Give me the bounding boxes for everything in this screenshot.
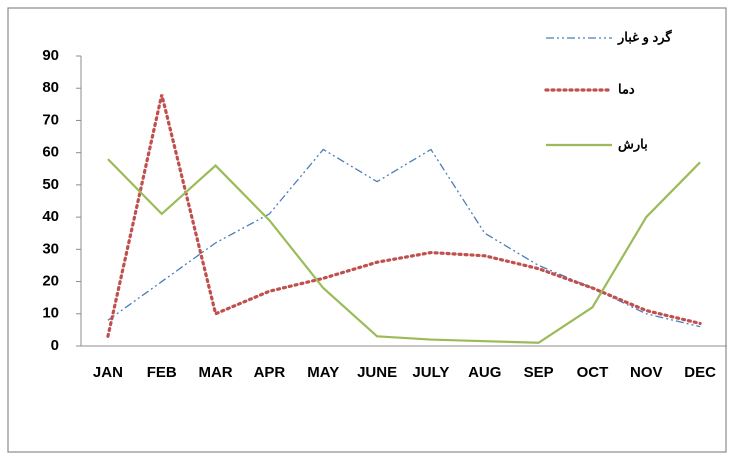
- y-tick-label: 80: [42, 79, 59, 96]
- y-tick-label: 50: [42, 176, 59, 193]
- legend-label: گرد و غبار: [617, 28, 672, 45]
- x-tick-label: OCT: [577, 364, 609, 381]
- x-tick-label: JULY: [412, 364, 449, 381]
- y-tick-label: 90: [42, 47, 59, 64]
- y-tick-label: 70: [42, 111, 59, 128]
- y-tick-label: 10: [42, 305, 59, 322]
- x-tick-label: JUNE: [357, 364, 397, 381]
- x-tick-label: DEC: [684, 364, 716, 381]
- y-tick-label: 20: [42, 273, 59, 290]
- x-tick-label: APR: [254, 364, 286, 381]
- legend-label: بارش: [618, 136, 648, 152]
- chart-frame: [8, 8, 726, 452]
- x-tick-label: AUG: [468, 364, 501, 381]
- x-tick-label: FEB: [147, 364, 177, 381]
- y-tick-label: 40: [42, 208, 59, 225]
- x-tick-label: JAN: [93, 364, 123, 381]
- legend-label: دما: [618, 81, 635, 96]
- x-tick-label: MAY: [307, 364, 339, 381]
- y-tick-label: 60: [42, 144, 59, 161]
- y-tick-label: 30: [42, 240, 59, 257]
- x-tick-label: NOV: [630, 364, 663, 381]
- x-tick-label: SEP: [524, 364, 554, 381]
- x-tick-label: MAR: [198, 364, 232, 381]
- y-tick-label: 0: [51, 337, 59, 354]
- chart: 0 10 20 30 40 50 60 70 80 90 JAN FEB MAR APR MAY JUNE JU…: [0, 0, 734, 459]
